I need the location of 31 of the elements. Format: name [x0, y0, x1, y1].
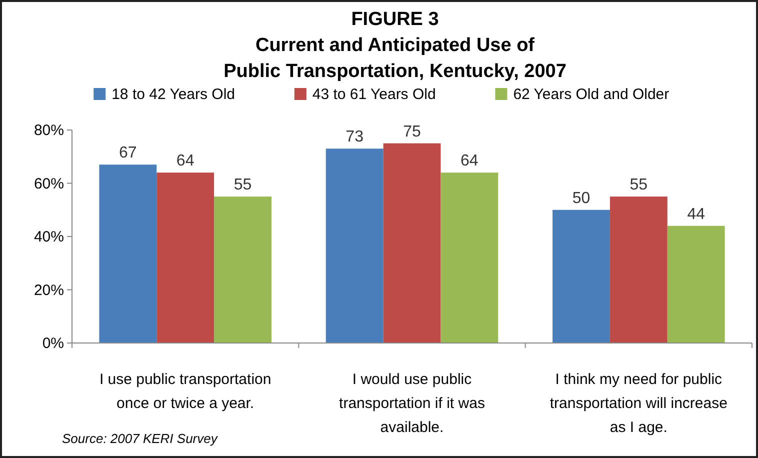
data-label: 50 — [572, 190, 590, 207]
data-label: 75 — [403, 123, 421, 140]
data-label: 67 — [119, 144, 137, 162]
data-label: 44 — [687, 206, 706, 223]
y-tick-label: 60% — [34, 175, 64, 192]
bar — [610, 196, 668, 343]
x-tick-label: I would use public transportation if it was available. — [339, 371, 485, 436]
y-tick-label: 20% — [34, 282, 64, 299]
source-note: Source: 2007 KERI Survey — [62, 431, 219, 446]
bar — [156, 172, 214, 343]
y-tick-label: 40% — [34, 228, 64, 246]
bar — [440, 172, 498, 343]
data-label: 55 — [630, 176, 648, 194]
bar — [214, 196, 272, 343]
data-label: 64 — [176, 152, 194, 170]
bar — [667, 226, 725, 343]
bar — [326, 148, 384, 343]
bar — [383, 143, 441, 343]
x-tick-label: I think my need for public transportation will increase as I age. — [550, 371, 728, 436]
data-label: 64 — [460, 152, 478, 170]
legend-label: 18 to 42 Years Old — [112, 86, 236, 103]
y-tick-label: 80% — [34, 122, 64, 139]
y-tick-label: 0% — [42, 335, 64, 352]
data-label: 73 — [346, 128, 364, 146]
chart-title: FIGURE 3 Current and Anticipated Use of Public Transportation, Kentucky, 2007 — [224, 9, 566, 82]
data-label: 55 — [234, 176, 252, 194]
bar — [99, 164, 157, 343]
x-tick-label: I use public transportation once or twice a year. — [99, 371, 272, 412]
legend-label: 62 Years Old and Older — [513, 86, 670, 103]
legend-label: 43 to 61 Years Old — [312, 86, 436, 103]
bar — [552, 210, 610, 343]
